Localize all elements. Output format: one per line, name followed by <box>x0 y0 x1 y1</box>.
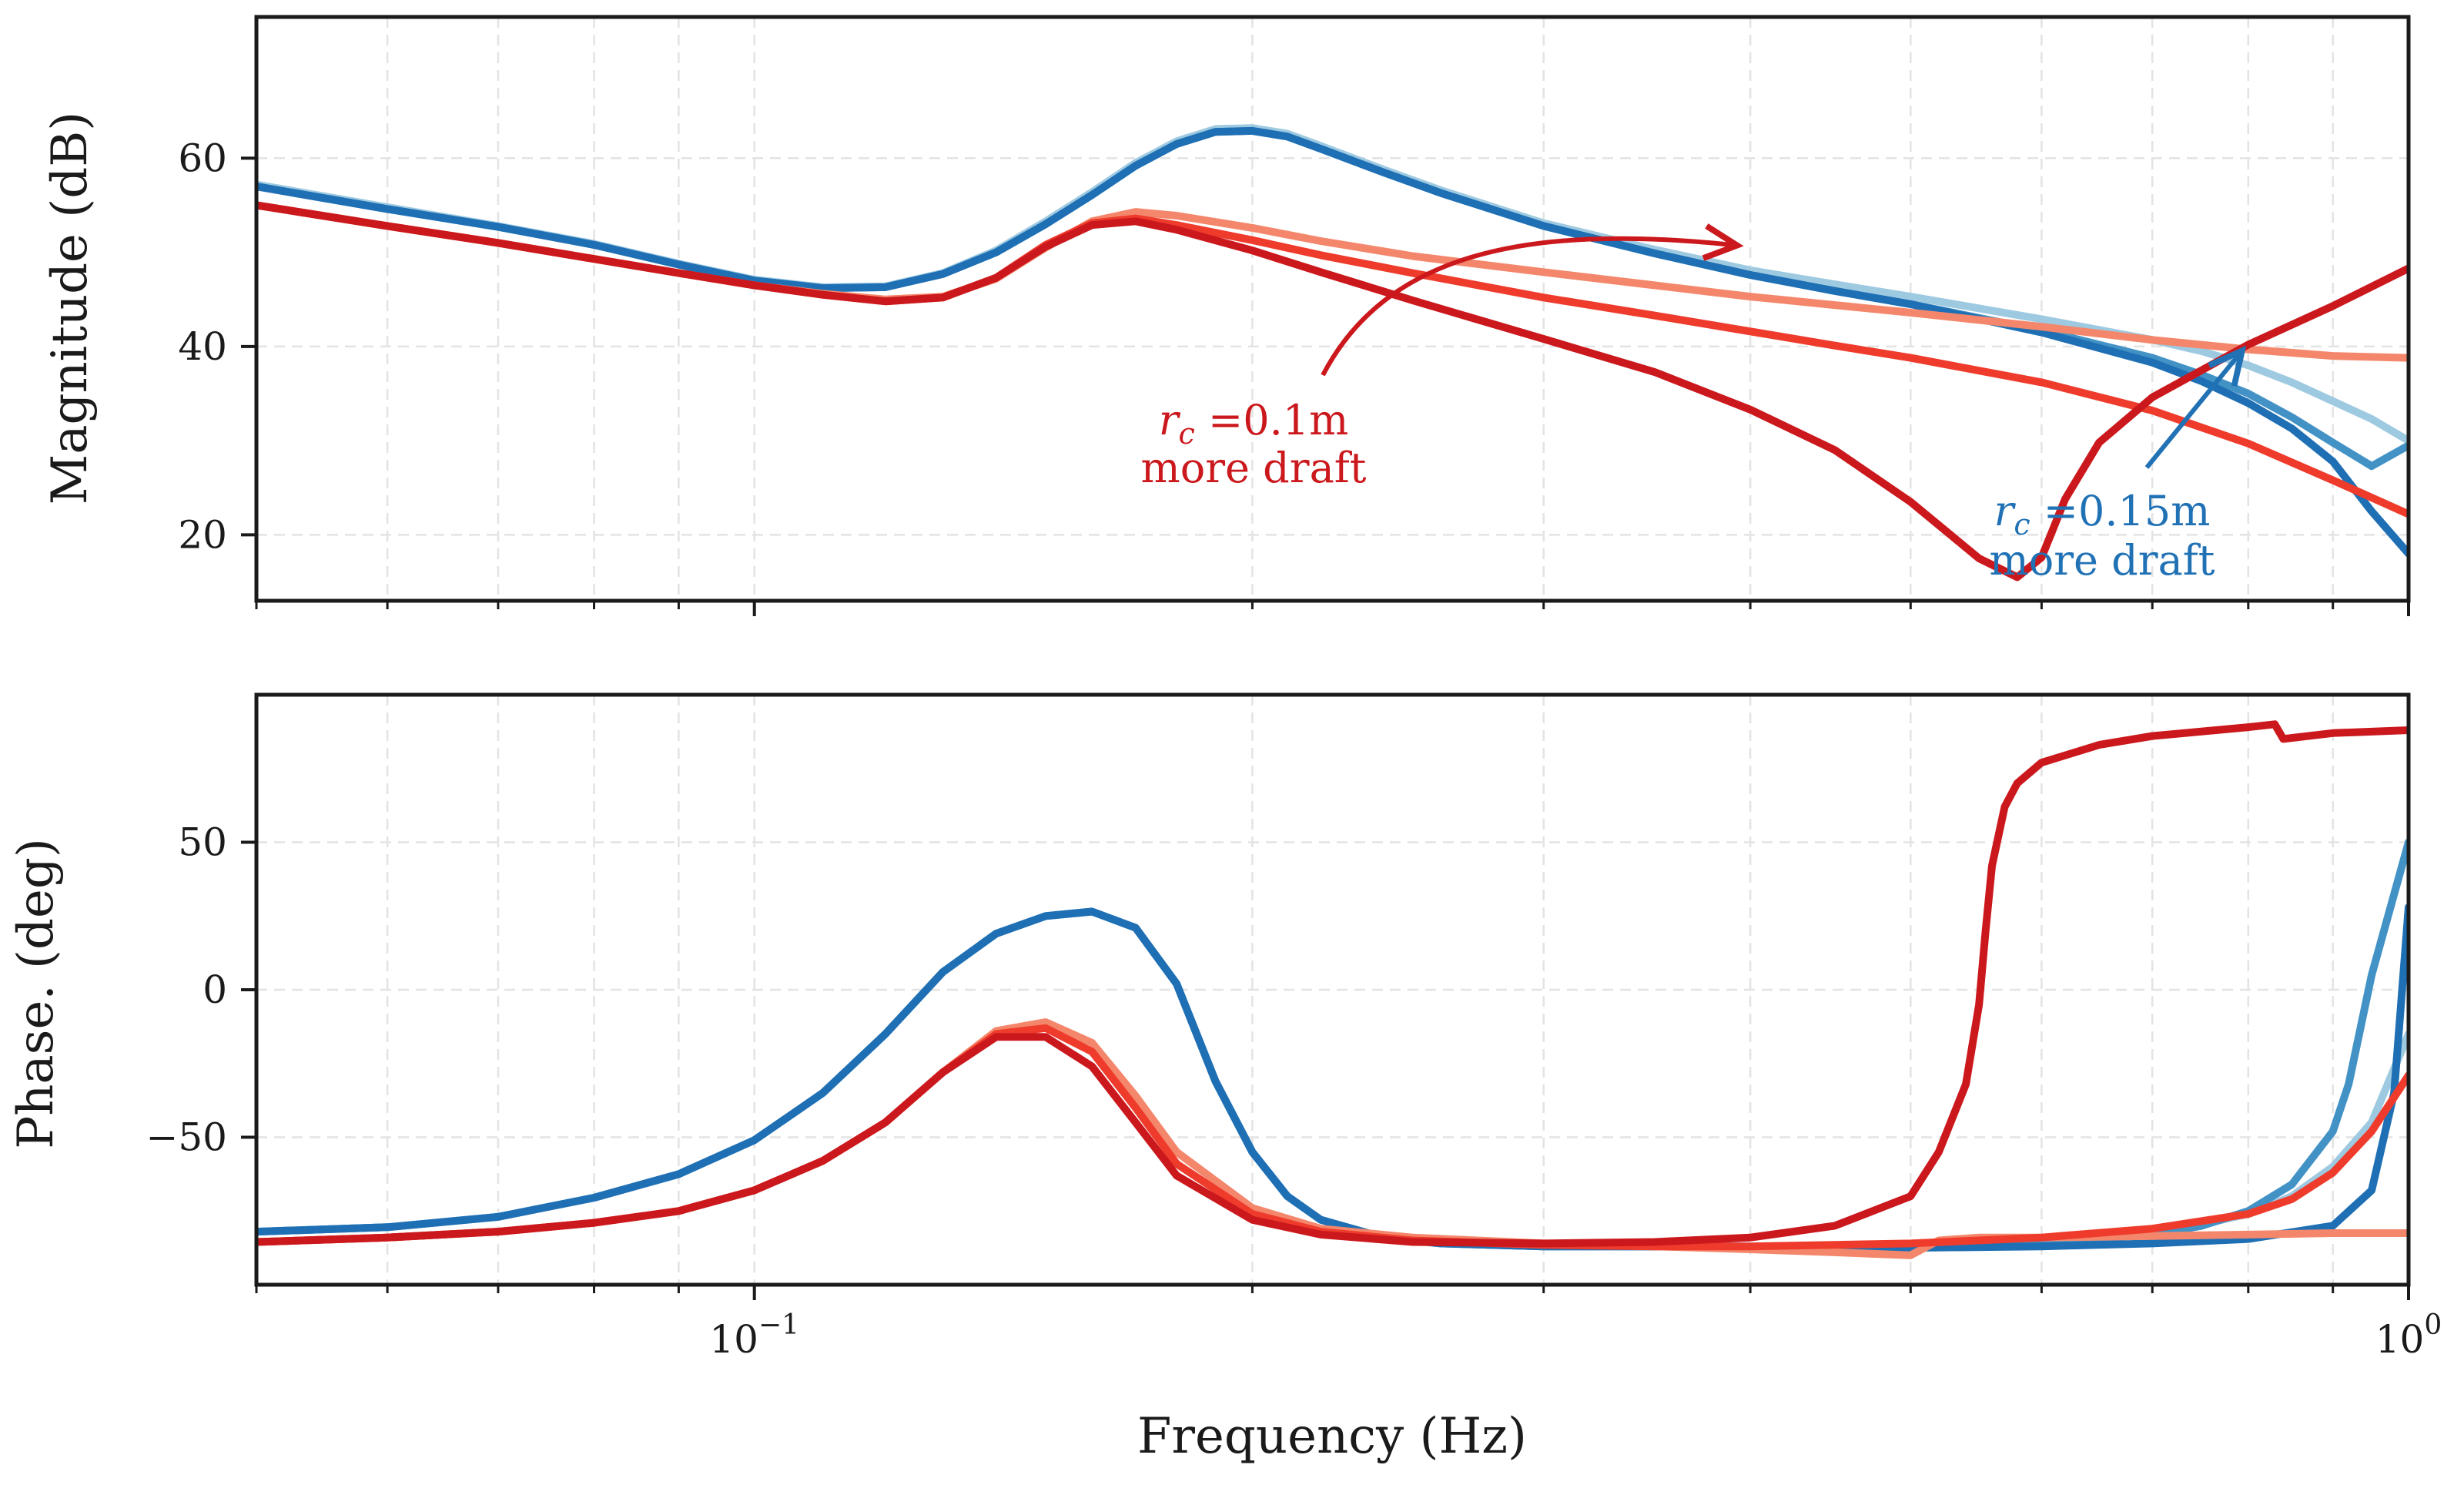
series-line-blue-dark <box>256 903 2409 1252</box>
series-line-red-dark <box>256 720 2409 1248</box>
phase-panel: 10−1 100 −50 0 50 Phase. (deg) Frequency (Hz… <box>8 692 2442 1465</box>
series-line-red-dark <box>256 201 2409 582</box>
annotation-blue-line2: more draft <box>1990 536 2215 585</box>
y-tick-label: 0 <box>203 967 227 1012</box>
series-line-red-light <box>256 201 2409 362</box>
magnitude-axes-frame <box>254 15 2411 603</box>
magnitude-panel: 20 40 60 Magnitude (dB) <box>42 15 2411 616</box>
magnitude-series-group <box>256 124 2409 582</box>
series-line-blue-mid <box>256 838 2409 1251</box>
y-tick-label: −50 <box>146 1115 227 1160</box>
phase-series-group <box>256 720 2409 1259</box>
x-tick-label: 100 <box>2375 1309 2442 1362</box>
series-line-blue-light <box>256 907 2409 1251</box>
annotation-red-line1: rc =0.1m <box>1159 396 1349 451</box>
magnitude-ylabel: Magnitude (dB) <box>42 112 99 504</box>
annotation-red: rc =0.1m more draft <box>1141 396 1367 492</box>
xlabel: Frequency (Hz) <box>1137 1408 1527 1465</box>
y-tick-label: 40 <box>178 324 227 369</box>
annotation-red-line2: more draft <box>1141 444 1367 492</box>
y-tick-label: 50 <box>178 820 227 865</box>
annotation-blue-line1: rc =0.15m <box>1994 487 2211 541</box>
annotation-arrow-blue <box>2144 345 2247 469</box>
y-tick-label: 20 <box>178 512 227 557</box>
y-tick-label: 60 <box>178 136 227 180</box>
phase-gridlines <box>256 695 2409 1285</box>
phase-ylabel: Phase. (deg) <box>8 838 65 1149</box>
annotation-arrow-red <box>1321 223 1744 377</box>
phase-ticks: 10−1 100 −50 0 50 <box>146 820 2442 1363</box>
annotation-blue: rc =0.15m more draft <box>1990 487 2215 585</box>
magnitude-ticks: 20 40 60 <box>178 136 2410 616</box>
x-tick-label: 10−1 <box>709 1309 799 1362</box>
